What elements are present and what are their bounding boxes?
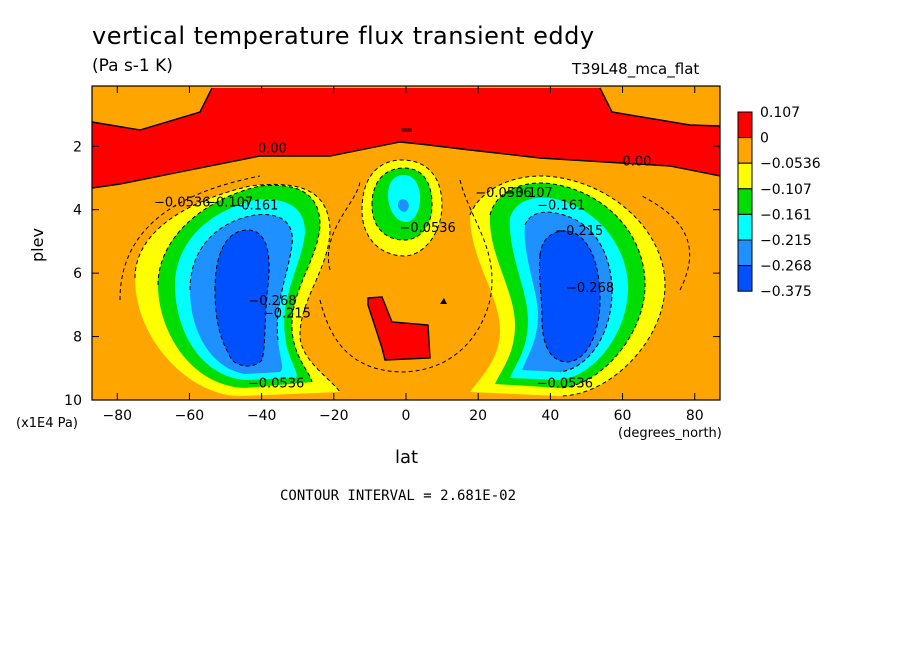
run-label: T39L48_mca_flat: [572, 60, 700, 78]
contour-label: −0.0536: [399, 221, 455, 236]
y-axis-ticks: 2 4 6 8 10: [64, 139, 720, 409]
legend-level-label: −0.375: [760, 284, 812, 300]
y-tick-label: 4: [73, 203, 82, 219]
x-tick-label: 40: [541, 408, 559, 424]
legend-swatch: [737, 111, 753, 139]
contour-line: [524, 211, 613, 373]
legend-level-label: −0.215: [760, 233, 812, 249]
legend-level-label: 0: [760, 131, 769, 147]
region-right-deepblue: [539, 230, 600, 362]
legend-level-label: −0.268: [760, 259, 812, 275]
contour-label: −0.161: [537, 199, 585, 214]
legend-swatch: [737, 239, 753, 267]
contour-line: [371, 167, 433, 241]
x-tick-label: −20: [319, 408, 349, 424]
dashed-contours: [119, 159, 691, 397]
contour-line: [92, 87, 720, 131]
legend-level-label: −0.0536: [760, 156, 821, 172]
x-tick-label: −80: [102, 408, 132, 424]
legend-swatch: [737, 188, 753, 215]
contour-label: 0.00: [623, 154, 652, 169]
legend-level-label: 0.107: [760, 105, 800, 121]
contour-label: −0.107: [505, 186, 553, 201]
x-axis-label: lat: [395, 447, 419, 468]
contour-line: [214, 229, 270, 367]
contour-line: [189, 213, 293, 341]
legend-swatch: [737, 265, 753, 292]
x-tick-label: 60: [614, 408, 632, 424]
y-tick-label: 6: [73, 266, 82, 282]
contour-line: [119, 175, 261, 301]
contour-interval-note: CONTOUR INTERVAL = 2.681E-02: [280, 488, 517, 504]
x-tick-label: −60: [175, 408, 205, 424]
contour-line: [92, 141, 720, 189]
contour-label: −0.107: [205, 196, 253, 211]
small-marker: [440, 298, 447, 304]
contour-label: −0.215: [263, 307, 311, 322]
contour-line: [489, 182, 646, 389]
region-low-positive: [368, 297, 430, 360]
contour-label: −0.0536: [154, 196, 210, 211]
x-tick-label: 20: [469, 408, 487, 424]
contour-label: −0.268: [248, 294, 296, 309]
y-tick-label: 2: [73, 139, 82, 155]
legend-level-label: −0.161: [760, 207, 812, 223]
contour-line: [361, 159, 443, 257]
contour-label: −0.0536: [248, 376, 304, 391]
contour-line: [639, 194, 691, 291]
contour-label: 0.00: [258, 142, 287, 157]
y-axis-units: (x1E4 Pa): [16, 416, 78, 431]
contour-fill: [92, 86, 720, 400]
y-tick-label: 8: [73, 330, 82, 346]
region-top-positive: [92, 88, 720, 188]
region-center-cyan: [388, 175, 420, 222]
legend-swatch: [737, 162, 753, 190]
contour-labels: 0.000.00−0.0536−0.107−0.161−0.0536−0.053…: [154, 142, 651, 392]
contour-line: [157, 184, 321, 383]
contour-label: −0.215: [555, 224, 603, 239]
chart-units: (Pa s-1 K): [92, 56, 173, 76]
contour-label: −0.0536: [537, 376, 593, 391]
contour-line: [367, 296, 431, 361]
region-left-deepblue: [215, 230, 270, 366]
x-axis-ticks: −80 −60 −40 −20 0 20 40 60 80: [102, 86, 704, 424]
contour-line: [538, 230, 601, 363]
region-center-blue: [398, 199, 409, 212]
x-axis-units: (degrees_north): [618, 426, 722, 441]
color-legend: 0.107 0 −0.0536 −0.107 −0.161 −0.215 −0.268 −0.…: [737, 105, 821, 300]
x-tick-label: 0: [402, 408, 411, 424]
x-tick-label: −40: [247, 408, 277, 424]
y-tick-label: 10: [64, 393, 82, 409]
contour-label: −0.0536: [475, 186, 531, 201]
zero-contours: [92, 87, 720, 361]
contour-line: [319, 299, 491, 373]
chart-title: vertical temperature flux transient eddy: [92, 22, 595, 50]
legend-level-label: −0.107: [760, 182, 812, 198]
contour-label: −0.268: [566, 281, 614, 296]
contour-line: [469, 175, 666, 397]
x-tick-label: 80: [686, 408, 704, 424]
legend-swatch: [737, 137, 753, 164]
contour-line: [134, 183, 341, 393]
legend-swatch: [737, 213, 753, 241]
contour-label: −0.161: [230, 199, 278, 214]
